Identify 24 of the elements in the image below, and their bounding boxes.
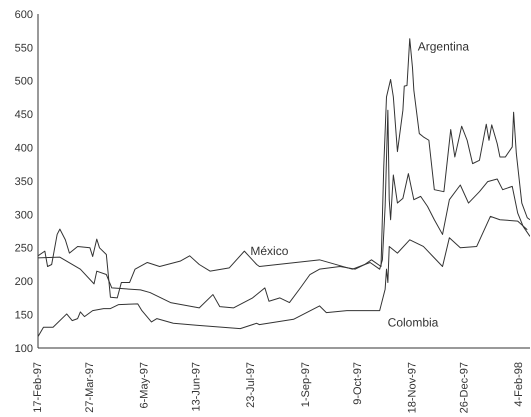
x-tick-label: 9-Oct-97 [352, 362, 364, 405]
y-tick-label: 500 [14, 76, 33, 88]
y-tick-label: 350 [14, 176, 33, 188]
y-tick-label: 250 [14, 242, 33, 255]
x-tick-label: 6-May-97 [138, 362, 151, 408]
y-tick-label: 100 [14, 342, 33, 355]
y-tick-label: 200 [14, 276, 33, 288]
y-tick-label: 300 [14, 209, 33, 222]
y-tick-label: 600 [14, 8, 33, 21]
y-tick-label: 450 [14, 109, 33, 122]
x-tick-label: 26-Dec-97 [458, 362, 470, 414]
series-label: Colombia [388, 316, 439, 330]
x-tick-label: 23-Jul-97 [245, 362, 258, 408]
series-label: Argentina [418, 40, 470, 54]
x-tick-label: 27-Mar-97 [84, 362, 96, 413]
x-tick-label: 4-Feb-98 [513, 362, 526, 407]
y-tick-label: 150 [14, 310, 33, 322]
y-tick-label: 400 [14, 142, 33, 155]
x-tick-label: 18-Nov-97 [406, 362, 418, 414]
x-tick-label: 17-Feb-97 [32, 362, 44, 413]
x-tick-label: 13-Jun-97 [190, 362, 203, 412]
series-label: México [250, 244, 289, 258]
y-tick-label: 550 [14, 42, 33, 54]
x-tick-label: 1-Sep-97 [300, 362, 312, 408]
